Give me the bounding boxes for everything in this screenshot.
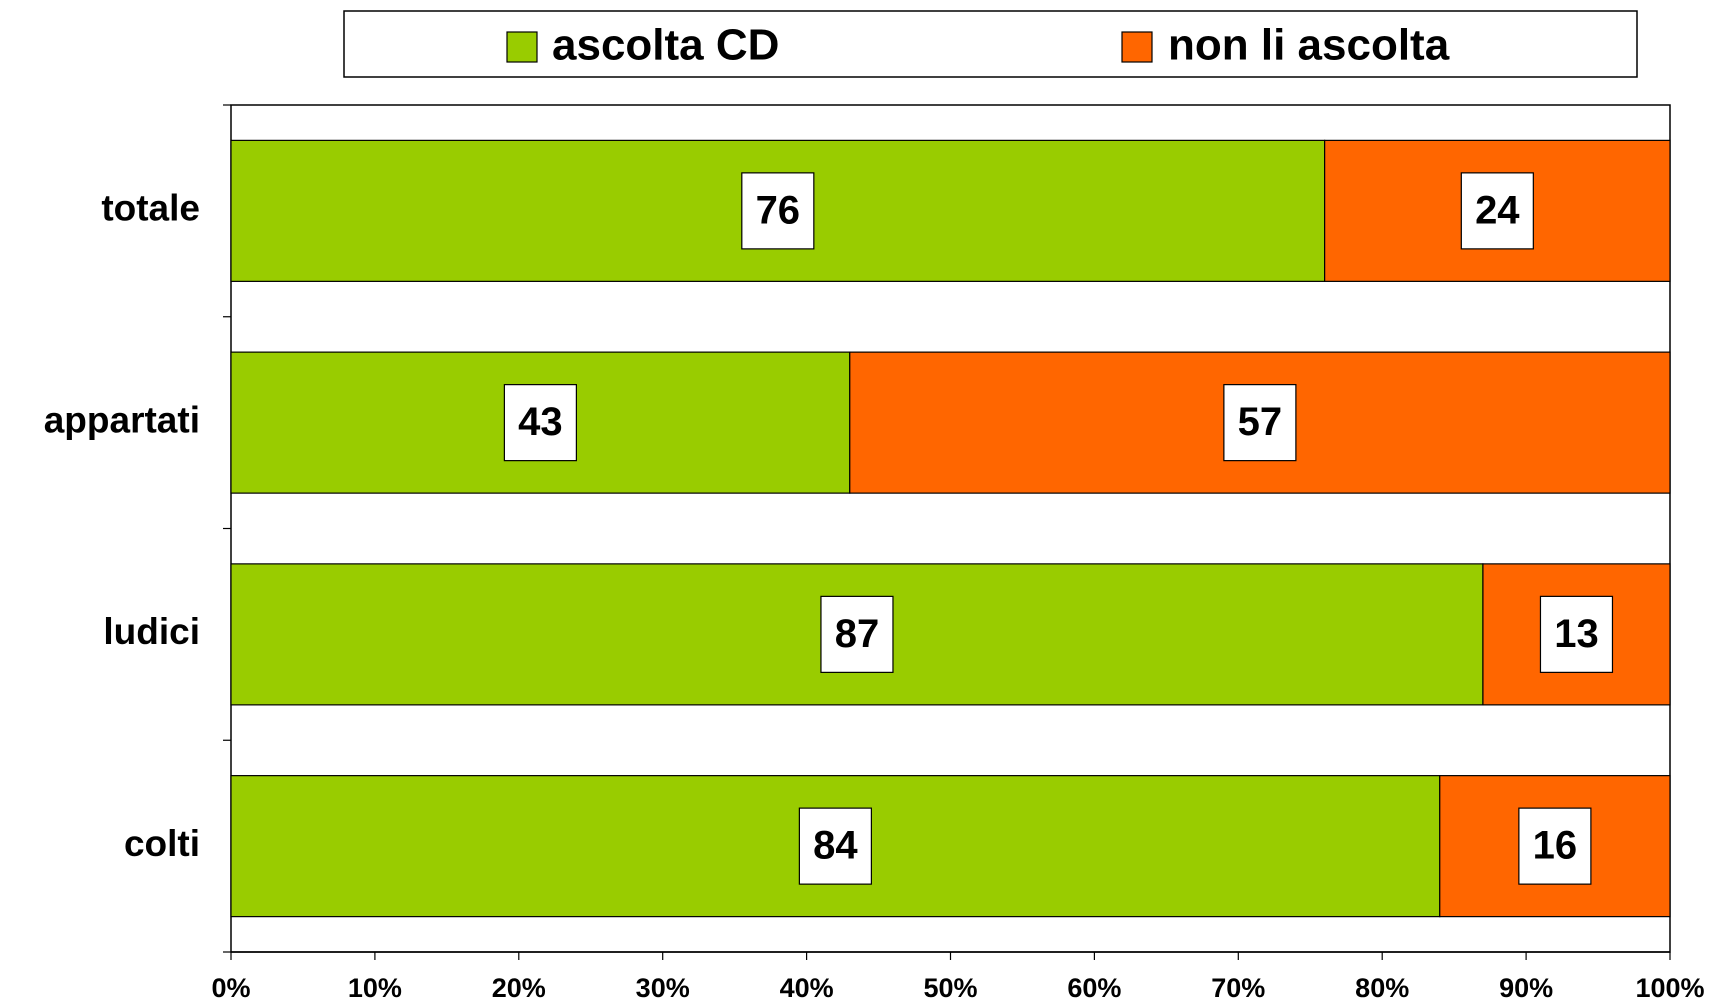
data-label-box: [1539, 595, 1614, 673]
x-tick-label: 90%: [1499, 973, 1553, 1003]
x-tick-label: 0%: [211, 973, 250, 1003]
legend-swatch: [506, 31, 538, 63]
y-tick-label: colti: [124, 823, 200, 864]
y-tick-label: ludici: [103, 611, 200, 652]
data-label-box: [1223, 384, 1297, 462]
data-label: 24: [1475, 188, 1520, 232]
x-tick-label: 40%: [780, 973, 834, 1003]
data-label-box: [741, 172, 815, 250]
y-tick-label: totale: [101, 188, 200, 229]
x-tick-label: 20%: [492, 973, 546, 1003]
data-label: 76: [756, 188, 801, 232]
x-tick-label: 100%: [1635, 973, 1704, 1003]
data-label-box: [1518, 807, 1592, 885]
data-label: 13: [1554, 612, 1599, 656]
data-label: 16: [1533, 824, 1578, 868]
data-label-box: [820, 595, 894, 673]
data-label: 43: [518, 400, 563, 444]
legend-box: [343, 10, 1638, 78]
y-tick-label: appartati: [44, 399, 200, 440]
x-tick-label: 50%: [923, 973, 977, 1003]
x-tick-label: 10%: [348, 973, 402, 1003]
x-tick-label: 30%: [636, 973, 690, 1003]
x-tick-label: 70%: [1211, 973, 1265, 1003]
legend-label: ascolta CD: [552, 21, 779, 70]
x-tick-label: 80%: [1355, 973, 1409, 1003]
data-label: 87: [835, 612, 880, 656]
data-label: 84: [813, 824, 858, 868]
x-tick-label: 60%: [1067, 973, 1121, 1003]
data-label-box: [503, 384, 577, 462]
data-label: 57: [1238, 400, 1283, 444]
data-label-box: [798, 807, 872, 885]
legend-swatch: [1121, 31, 1153, 63]
legend-label: non li ascolta: [1168, 21, 1450, 70]
data-label-box: [1460, 172, 1534, 250]
